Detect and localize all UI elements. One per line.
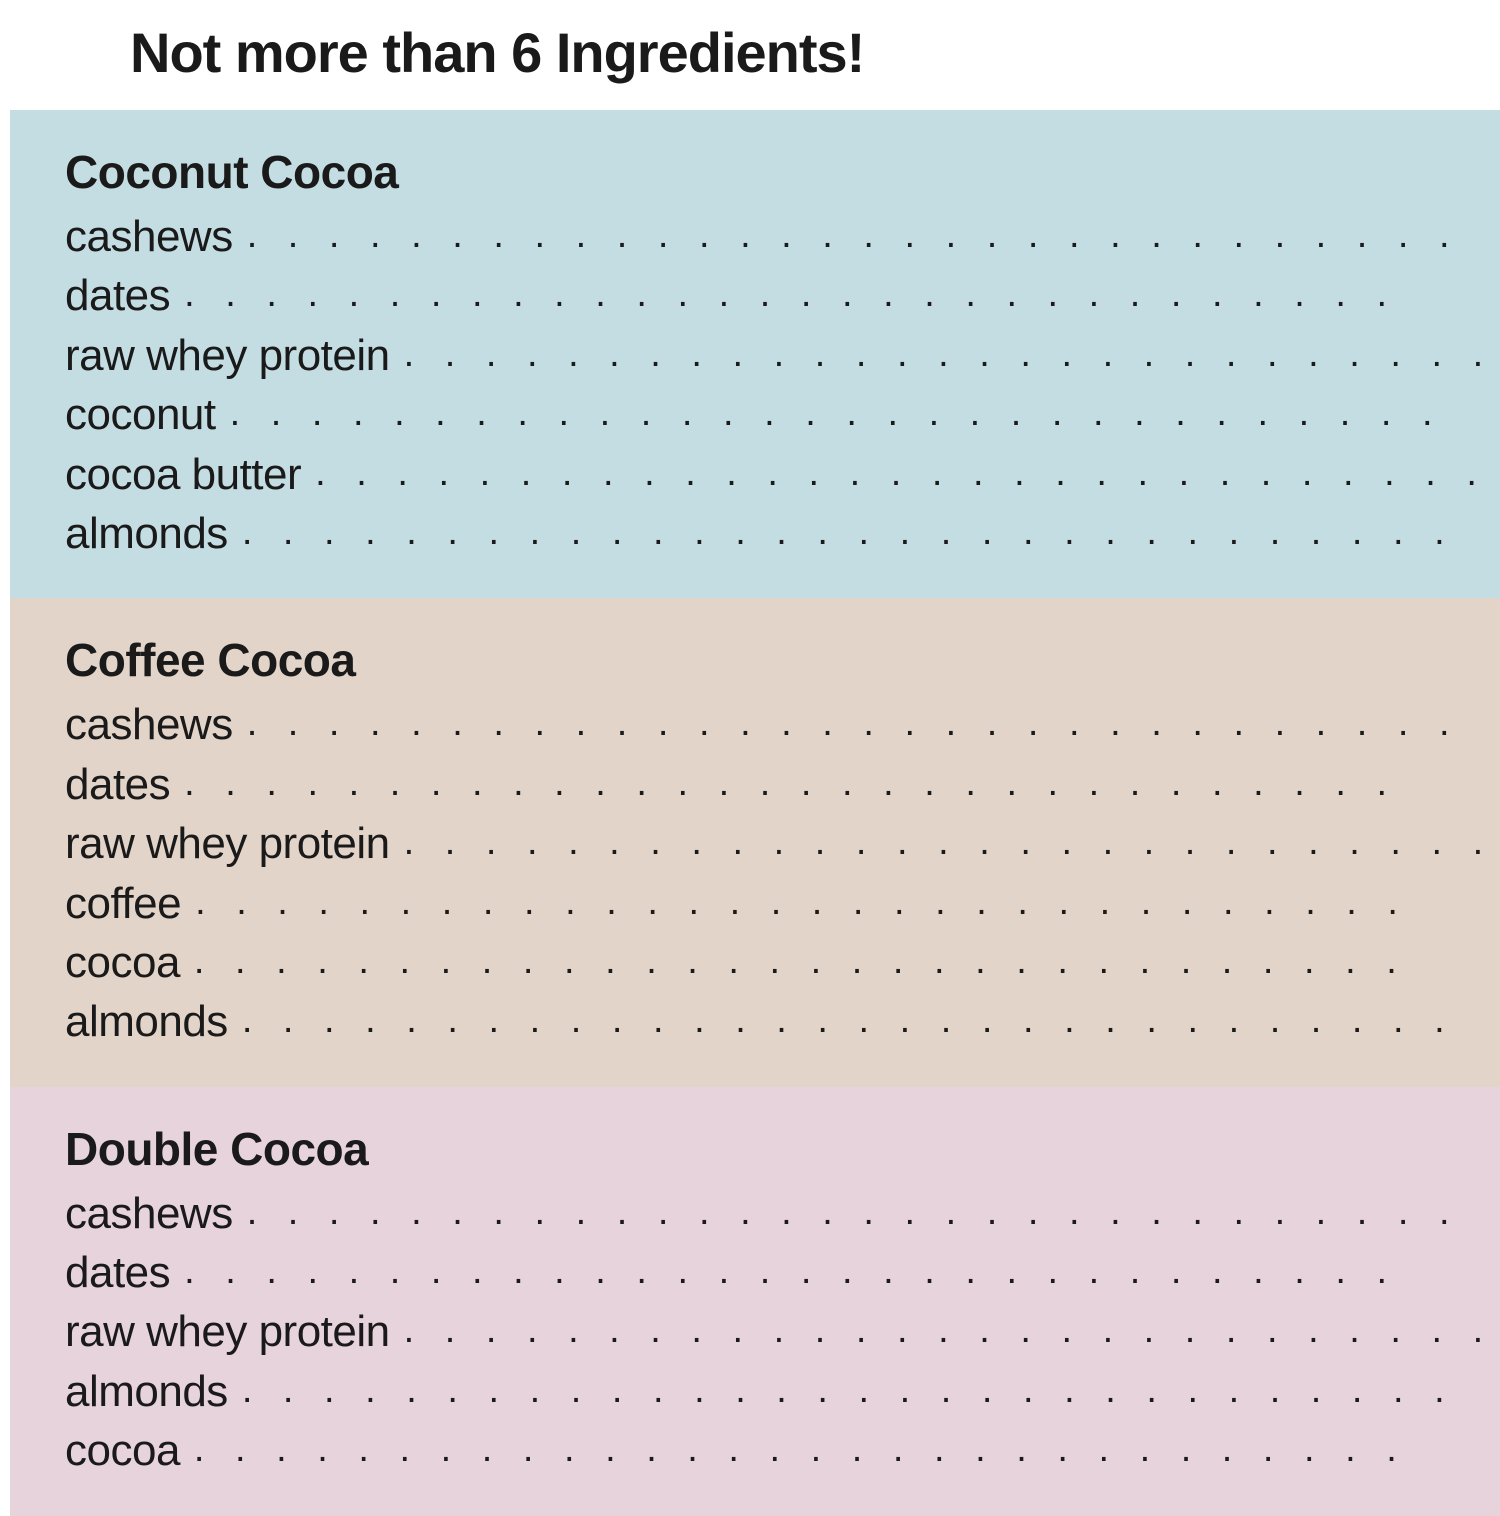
ingredient-name: raw whey protein (65, 326, 390, 385)
dot-leader: . . . . . . . . . . . . . . . . . . . . … (170, 269, 1500, 320)
dot-leader: . . . . . . . . . . . . . . . . . . . . … (181, 877, 1500, 928)
ingredient-row: dates. . . . . . . . . . . . . . . . . .… (65, 266, 1500, 325)
ingredient-name: raw whey protein (65, 1302, 390, 1361)
dot-leader: . . . . . . . . . . . . . . . . . . . . … (228, 995, 1500, 1046)
dot-leader: . . . . . . . . . . . . . . . . . . . . … (170, 1246, 1500, 1297)
ingredient-row: coffee. . . . . . . . . . . . . . . . . … (65, 874, 1500, 933)
dot-leader: . . . . . . . . . . . . . . . . . . . . … (228, 1365, 1500, 1416)
ingredient-row: cocoa. . . . . . . . . . . . . . . . . .… (65, 1421, 1500, 1480)
ingredient-row: cocoa butter. . . . . . . . . . . . . . … (65, 445, 1500, 504)
ingredient-name: almonds (65, 1362, 228, 1421)
ingredient-name: dates (65, 1243, 170, 1302)
ingredient-card: Double Cocoacashews. . . . . . . . . . .… (10, 1087, 1500, 1516)
ingredient-name: cocoa (65, 933, 180, 992)
ingredient-name: coconut (65, 385, 216, 444)
dot-leader: . . . . . . . . . . . . . . . . . . . . … (390, 817, 1500, 868)
ingredient-row: raw whey protein. . . . . . . . . . . . … (65, 814, 1500, 873)
ingredient-name: cashews (65, 1184, 233, 1243)
ingredient-row: almonds. . . . . . . . . . . . . . . . .… (65, 504, 1500, 563)
ingredient-card: Coffee Cocoacashews. . . . . . . . . . .… (10, 598, 1500, 1086)
dot-leader: . . . . . . . . . . . . . . . . . . . . … (301, 448, 1500, 499)
ingredient-row: raw whey protein. . . . . . . . . . . . … (65, 1302, 1500, 1361)
ingredient-row: cocoa. . . . . . . . . . . . . . . . . .… (65, 933, 1500, 992)
dot-leader: . . . . . . . . . . . . . . . . . . . . … (233, 1187, 1500, 1238)
dot-leader: . . . . . . . . . . . . . . . . . . . . … (216, 388, 1500, 439)
ingredient-name: cashews (65, 207, 233, 266)
ingredient-card: Coconut Cocoacashews. . . . . . . . . . … (10, 110, 1500, 598)
ingredient-row: dates. . . . . . . . . . . . . . . . . .… (65, 755, 1500, 814)
ingredient-row: almonds. . . . . . . . . . . . . . . . .… (65, 1362, 1500, 1421)
ingredient-name: cashews (65, 695, 233, 754)
ingredient-row: cashews. . . . . . . . . . . . . . . . .… (65, 695, 1500, 754)
dot-leader: . . . . . . . . . . . . . . . . . . . . … (233, 698, 1500, 749)
card-title: Coconut Cocoa (65, 145, 1500, 199)
ingredient-name: cocoa (65, 1421, 180, 1480)
ingredient-name: almonds (65, 992, 228, 1051)
ingredient-name: raw whey protein (65, 814, 390, 873)
card-title: Coffee Cocoa (65, 633, 1500, 687)
ingredient-name: coffee (65, 874, 181, 933)
ingredients-grid: Coconut Cocoacashews. . . . . . . . . . … (10, 110, 1490, 1490)
page-title: Not more than 6 Ingredients! (0, 0, 1500, 110)
ingredient-row: coconut. . . . . . . . . . . . . . . . .… (65, 385, 1500, 444)
card-title: Double Cocoa (65, 1122, 1500, 1176)
dot-leader: . . . . . . . . . . . . . . . . . . . . … (228, 507, 1500, 558)
ingredient-row: cashews. . . . . . . . . . . . . . . . .… (65, 1184, 1500, 1243)
ingredient-row: almonds. . . . . . . . . . . . . . . . .… (65, 992, 1500, 1051)
dot-leader: . . . . . . . . . . . . . . . . . . . . … (390, 329, 1500, 380)
dot-leader: . . . . . . . . . . . . . . . . . . . . … (233, 210, 1500, 261)
ingredient-name: dates (65, 266, 170, 325)
page: Not more than 6 Ingredients! Coconut Coc… (0, 0, 1500, 1499)
dot-leader: . . . . . . . . . . . . . . . . . . . . … (390, 1305, 1500, 1356)
dot-leader: . . . . . . . . . . . . . . . . . . . . … (180, 1424, 1500, 1475)
ingredient-name: almonds (65, 504, 228, 563)
ingredient-name: dates (65, 755, 170, 814)
ingredient-row: cashews. . . . . . . . . . . . . . . . .… (65, 207, 1500, 266)
ingredient-row: dates. . . . . . . . . . . . . . . . . .… (65, 1243, 1500, 1302)
ingredient-name: cocoa butter (65, 445, 301, 504)
ingredient-row: raw whey protein. . . . . . . . . . . . … (65, 326, 1500, 385)
dot-leader: . . . . . . . . . . . . . . . . . . . . … (180, 936, 1500, 987)
dot-leader: . . . . . . . . . . . . . . . . . . . . … (170, 758, 1500, 809)
